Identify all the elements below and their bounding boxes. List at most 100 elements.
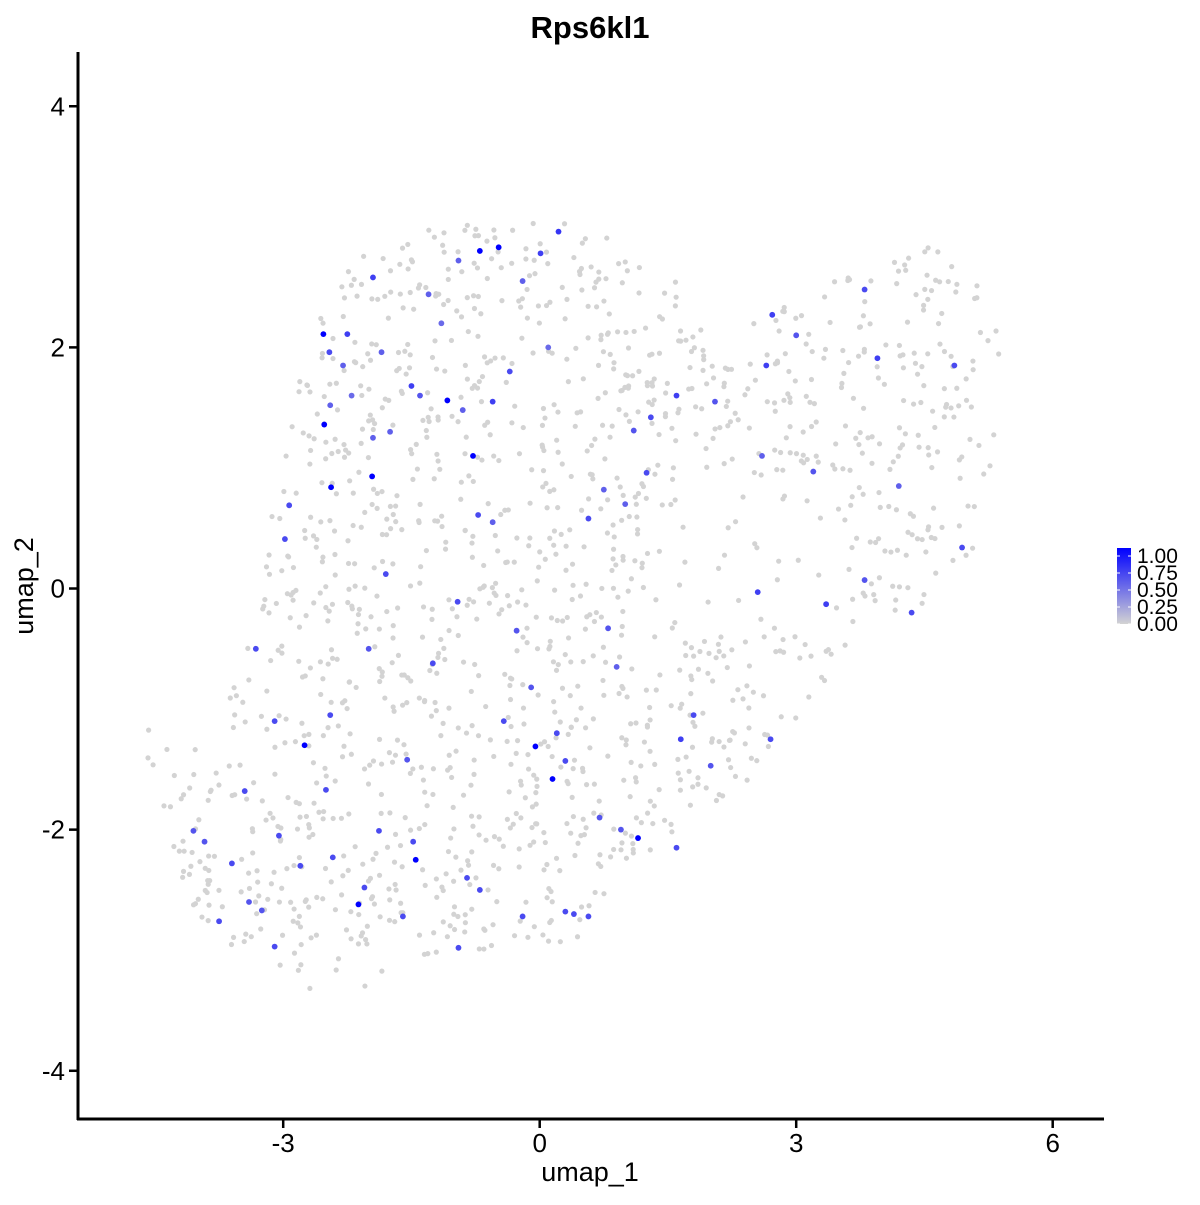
- cell-point: [374, 505, 380, 511]
- cell-point: [374, 593, 380, 599]
- cell-point: [318, 315, 324, 322]
- cell-point: [187, 785, 193, 791]
- cell-point: [369, 341, 375, 347]
- cell-point: [868, 581, 874, 587]
- points-layer: [145, 220, 1002, 992]
- cell-point: [299, 674, 306, 680]
- cell-point: [292, 739, 299, 745]
- cell-point: [464, 295, 470, 301]
- cell-point: [935, 249, 941, 255]
- cell-point: [519, 335, 525, 341]
- cell-point: [447, 765, 453, 771]
- cell-point: [192, 747, 198, 753]
- cell-point: [601, 298, 607, 304]
- cell-point: [578, 904, 585, 910]
- cell-point: [609, 567, 615, 574]
- cell-point: [787, 450, 793, 456]
- expressing-cell-point: [489, 519, 496, 526]
- cell-point: [434, 670, 440, 676]
- cell-point: [605, 330, 611, 336]
- cell-point: [444, 934, 450, 940]
- cell-point: [376, 872, 383, 878]
- cell-point: [360, 861, 366, 867]
- cell-point: [405, 341, 411, 348]
- y-tick-label: 4: [51, 91, 65, 121]
- expressing-cell-point: [326, 349, 333, 356]
- cell-point: [592, 889, 598, 896]
- cell-point: [853, 435, 859, 441]
- cell-point: [752, 541, 758, 547]
- cell-point: [903, 267, 909, 273]
- cell-point: [471, 771, 477, 777]
- cell-point: [717, 424, 723, 431]
- cell-point: [230, 724, 236, 731]
- cell-point: [325, 661, 331, 667]
- cell-point: [652, 761, 658, 768]
- cell-point: [634, 514, 640, 520]
- cell-point: [445, 266, 451, 272]
- cell-point: [441, 249, 447, 255]
- cell-point: [279, 568, 285, 574]
- cell-point: [439, 523, 445, 530]
- cell-point: [740, 696, 746, 702]
- cell-point: [956, 403, 962, 409]
- cell-point: [330, 815, 336, 822]
- cell-point: [150, 762, 156, 768]
- cell-point: [578, 265, 585, 272]
- cell-point: [704, 464, 710, 470]
- cell-point: [840, 466, 846, 472]
- cell-point: [192, 901, 199, 907]
- cell-point: [804, 498, 810, 504]
- cell-point: [386, 886, 392, 892]
- cell-point: [534, 776, 540, 782]
- cell-point: [869, 460, 875, 466]
- cell-point: [620, 553, 626, 560]
- cell-point: [448, 337, 455, 344]
- cell-point: [631, 328, 637, 335]
- expressing-cell-point: [647, 414, 654, 421]
- cell-point: [417, 580, 423, 586]
- cell-point: [512, 403, 518, 409]
- cell-point: [446, 627, 452, 634]
- cell-point: [465, 858, 471, 864]
- cell-point: [598, 337, 604, 343]
- cell-point: [265, 896, 271, 902]
- cell-point: [310, 533, 317, 539]
- cell-point: [619, 623, 625, 630]
- cell-point: [601, 692, 607, 698]
- cell-point: [239, 856, 245, 862]
- cell-point: [535, 692, 541, 698]
- expressing-cell-point: [454, 598, 461, 605]
- cell-point: [370, 758, 377, 764]
- cell-point: [490, 862, 497, 868]
- expressing-cell-point: [951, 362, 958, 369]
- cell-point: [867, 321, 873, 327]
- cell-point: [703, 445, 709, 452]
- cell-point: [793, 315, 799, 321]
- cell-point: [269, 513, 275, 520]
- cell-point: [493, 592, 499, 599]
- cell-point: [543, 249, 550, 255]
- cell-point: [360, 364, 366, 370]
- cell-point: [438, 733, 444, 739]
- cell-point: [416, 825, 422, 832]
- cell-point: [802, 641, 808, 648]
- cell-point: [564, 296, 570, 302]
- cell-point: [310, 760, 317, 766]
- cell-point: [872, 598, 878, 604]
- cell-point: [688, 645, 695, 651]
- cell-point: [511, 933, 518, 939]
- expressing-cell-point: [532, 743, 539, 750]
- cell-point: [721, 744, 727, 750]
- cell-point: [751, 469, 757, 476]
- cell-point: [373, 850, 379, 856]
- cell-point: [393, 519, 399, 525]
- cell-point: [510, 227, 516, 233]
- cell-point: [167, 804, 174, 810]
- cell-point: [957, 475, 963, 481]
- cell-point: [291, 906, 297, 912]
- cell-point: [391, 708, 397, 714]
- cell-point: [314, 411, 320, 417]
- cell-point: [496, 611, 502, 617]
- cell-point: [362, 585, 368, 591]
